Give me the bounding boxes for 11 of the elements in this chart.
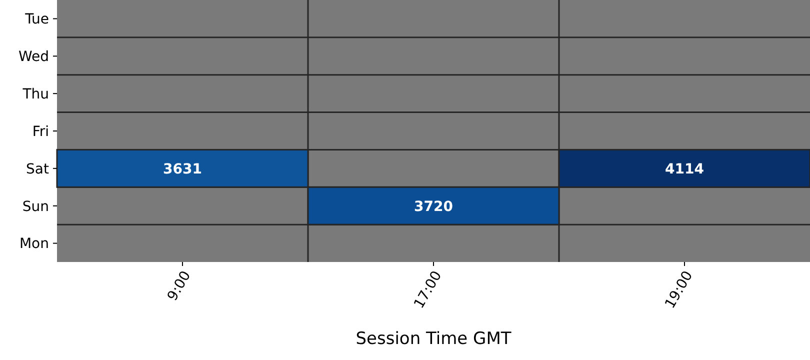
x-axis-title: Session Time GMT (356, 329, 512, 349)
y-tick-label: Thu (22, 86, 49, 102)
y-tick-label: Wed (18, 49, 49, 66)
y-tick-label: Sat (26, 161, 50, 178)
y-tick-label: Tue (24, 12, 49, 28)
data-label: 3720 (414, 198, 454, 215)
y-tick-label: Mon (19, 236, 49, 252)
data-label: 3631 (163, 161, 202, 178)
y-tick-label: Sun (22, 198, 49, 215)
y-tick-label: Fri (32, 124, 49, 140)
data-label: 4114 (665, 161, 704, 178)
